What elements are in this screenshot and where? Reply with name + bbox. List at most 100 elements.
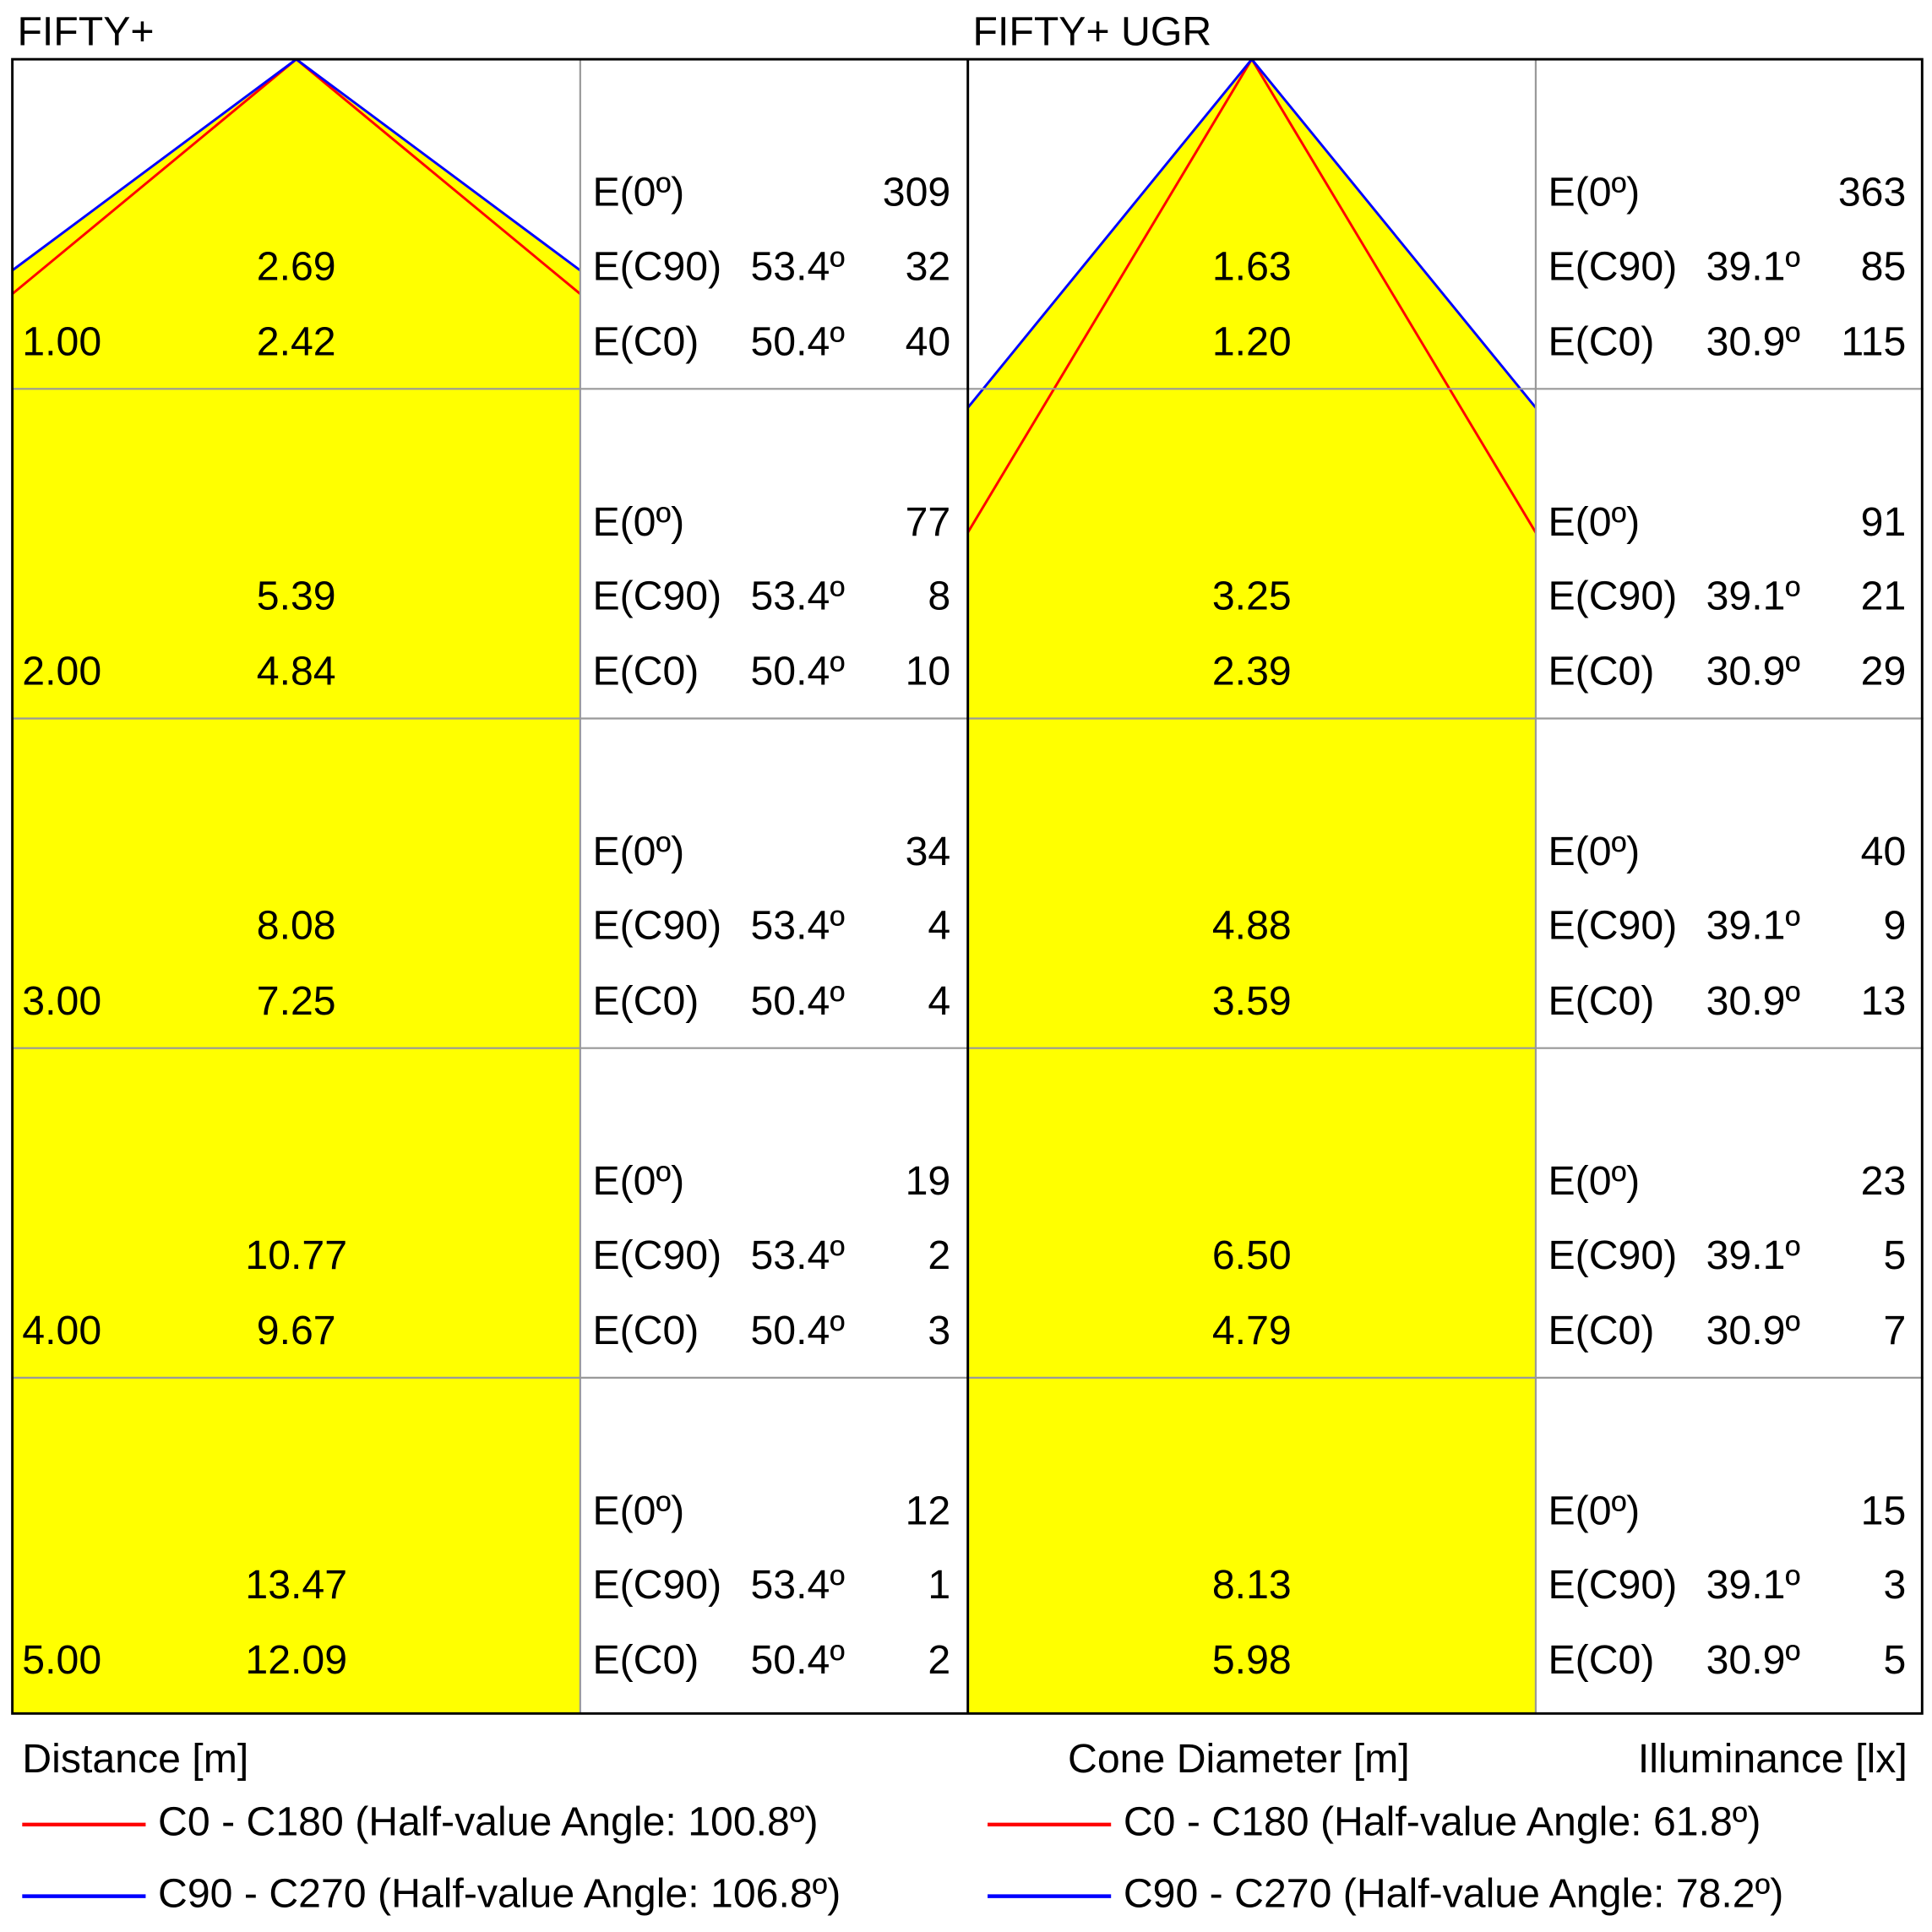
footer-diameter: Cone Diameter [m] (1068, 1736, 1410, 1782)
e-angle: 53.4º (750, 1233, 845, 1278)
diameter-c90: 5.39 (257, 573, 336, 618)
legend-text: C0 - C180 (Half-value Angle: 61.8º) (1124, 1799, 1761, 1845)
e-label: E(C90) (592, 1562, 721, 1608)
e-label: E(C0) (592, 318, 699, 364)
e-label: E(C0) (1548, 318, 1655, 364)
e-value: 10 (906, 649, 951, 694)
panel-title: FIFTY+ (17, 9, 154, 55)
e-value: 5 (1883, 1637, 1906, 1683)
e-angle: 39.1º (1706, 1233, 1801, 1278)
diameter-c90: 13.47 (245, 1562, 347, 1608)
e-value: 5 (1883, 1233, 1906, 1278)
e-label: E(C0) (592, 1308, 699, 1353)
e-value: 15 (1861, 1488, 1907, 1533)
e-value: 29 (1861, 649, 1907, 694)
e-value: 23 (1861, 1158, 1907, 1204)
e-label: E(C90) (1548, 243, 1678, 289)
e-label: E(C90) (592, 573, 721, 618)
e-value: 4 (928, 978, 950, 1024)
e-value: 7 (1883, 1308, 1906, 1353)
e-angle: 50.4º (750, 318, 845, 364)
e-angle: 53.4º (750, 903, 845, 949)
e-label: E(C90) (592, 243, 721, 289)
e-angle: 30.9º (1706, 318, 1801, 364)
e-label: E(C0) (1548, 1637, 1655, 1683)
e-angle: 50.4º (750, 978, 845, 1024)
distance: 1.00 (22, 318, 101, 364)
e-value: 115 (1841, 318, 1906, 364)
e-angle: 50.4º (750, 649, 845, 694)
e-angle: 53.4º (750, 243, 845, 289)
diameter-c90: 8.13 (1212, 1562, 1292, 1608)
e-value: 309 (883, 170, 950, 215)
e-value: 13 (1861, 978, 1907, 1024)
e-label: E(C0) (1548, 1308, 1655, 1353)
e-value: 4 (928, 903, 950, 949)
e-angle: 30.9º (1706, 649, 1801, 694)
e-angle: 53.4º (750, 573, 845, 618)
e-label: E(C90) (1548, 1562, 1678, 1608)
e-label: E(C0) (1548, 649, 1655, 694)
cone-fill (12, 59, 580, 1714)
cone-fill (967, 59, 1536, 1714)
diameter-c0: 12.09 (245, 1637, 347, 1683)
e-angle: 39.1º (1706, 573, 1801, 618)
distance: 3.00 (22, 978, 101, 1024)
diameter-c0: 4.84 (257, 649, 336, 694)
e-label: E(0º) (1548, 170, 1641, 215)
e-label: E(C90) (1548, 573, 1678, 618)
e-angle: 30.9º (1706, 1308, 1801, 1353)
e-label: E(0º) (1548, 829, 1641, 874)
e-label: E(0º) (1548, 1158, 1641, 1204)
e-value: 12 (906, 1488, 951, 1533)
e-label: E(0º) (592, 1158, 684, 1204)
diameter-c90: 6.50 (1212, 1233, 1292, 1278)
e-value: 91 (1861, 499, 1907, 545)
e-label: E(0º) (592, 829, 684, 874)
e-angle: 39.1º (1706, 243, 1801, 289)
diameter-c0: 3.59 (1212, 978, 1292, 1024)
e-label: E(C90) (592, 1233, 721, 1278)
distance: 2.00 (22, 649, 101, 694)
diameter-c0: 5.98 (1212, 1637, 1292, 1683)
e-label: E(0º) (592, 499, 684, 545)
e-angle: 50.4º (750, 1308, 845, 1353)
diameter-c90: 1.63 (1212, 243, 1292, 289)
cone (967, 59, 1536, 1714)
diameter-c0: 7.25 (257, 978, 336, 1024)
e-label: E(0º) (1548, 1488, 1641, 1533)
e-angle: 53.4º (750, 1562, 845, 1608)
e-value: 21 (1861, 573, 1907, 618)
e-label: E(C90) (1548, 903, 1678, 949)
diameter-c90: 8.08 (257, 903, 336, 949)
e-value: 2 (928, 1637, 950, 1683)
diameter-c90: 3.25 (1212, 573, 1292, 618)
diameter-c90: 10.77 (245, 1233, 347, 1278)
e-label: E(C0) (592, 978, 699, 1024)
e-value: 1 (928, 1562, 950, 1608)
e-label: E(C90) (592, 903, 721, 949)
legend-text: C90 - C270 (Half-value Angle: 78.2º) (1124, 1870, 1783, 1916)
e-value: 3 (928, 1308, 950, 1353)
e-value: 32 (906, 243, 951, 289)
distance: 5.00 (22, 1637, 101, 1683)
panel-title: FIFTY+ UGR (973, 9, 1212, 55)
e-label: E(C90) (1548, 1233, 1678, 1278)
e-value: 9 (1883, 903, 1906, 949)
e-angle: 39.1º (1706, 903, 1801, 949)
e-angle: 50.4º (750, 1637, 845, 1683)
e-angle: 30.9º (1706, 978, 1801, 1024)
e-value: 363 (1838, 170, 1906, 215)
e-label: E(0º) (1548, 499, 1641, 545)
e-label: E(C0) (1548, 978, 1655, 1024)
e-value: 8 (928, 573, 950, 618)
e-label: E(C0) (592, 649, 699, 694)
e-value: 3 (1883, 1562, 1906, 1608)
e-label: E(0º) (592, 1488, 684, 1533)
diameter-c90: 2.69 (257, 243, 336, 289)
cone (12, 59, 580, 1714)
distance: 4.00 (22, 1308, 101, 1353)
diameter-c0: 9.67 (257, 1308, 336, 1353)
